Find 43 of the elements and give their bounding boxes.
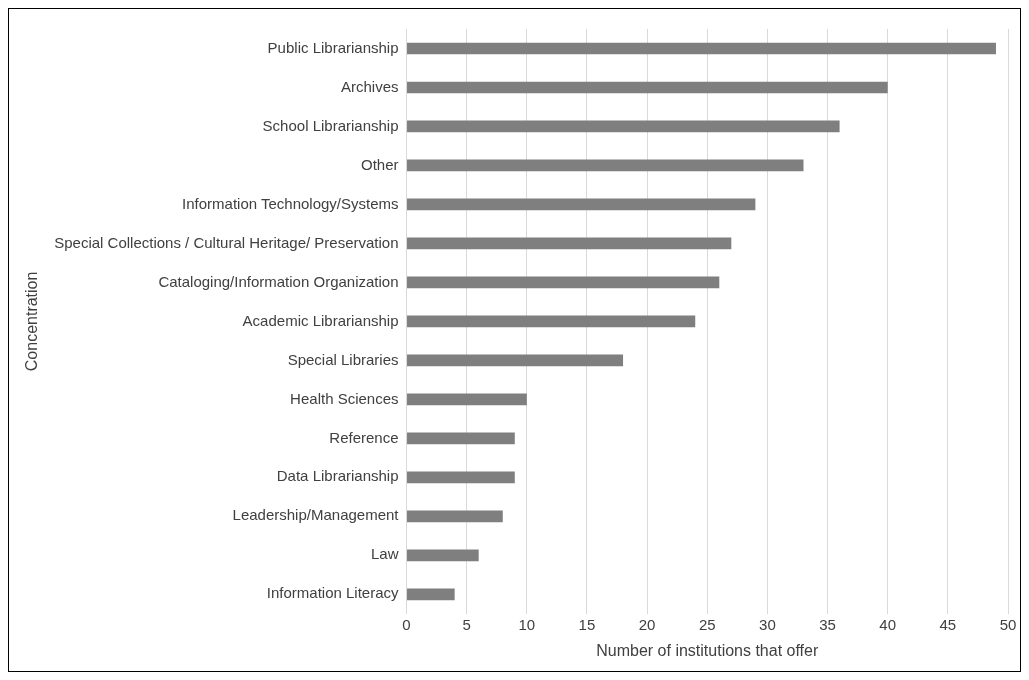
y-tick-label: Special Libraries (287, 350, 399, 368)
bar (407, 315, 696, 328)
y-tick-label: School Librarianship (262, 116, 399, 134)
bar (407, 42, 996, 55)
x-tick-label: 35 (819, 615, 836, 633)
y-tick-label: Data Librarianship (276, 467, 399, 485)
bar (407, 393, 527, 406)
y-tick-label: Information Technology/Systems (182, 194, 399, 212)
y-tick-label: Academic Librarianship (242, 311, 399, 329)
y-tick-label: Leadership/Management (232, 506, 400, 524)
x-tick-label: 15 (578, 615, 596, 633)
bar (407, 159, 804, 172)
bar (407, 198, 756, 211)
y-tick-label: Archives (340, 77, 399, 95)
y-tick-label: Cataloging/Information Organization (158, 272, 399, 290)
x-tick-label: 30 (759, 615, 776, 633)
bar (407, 81, 888, 94)
bar (407, 471, 515, 484)
bar (407, 549, 479, 562)
x-tick-label: 40 (879, 615, 897, 633)
bar (407, 237, 732, 250)
bar (407, 120, 840, 133)
y-tick-label: Special Collections / Cultural Heritage/ Preservation (54, 233, 399, 251)
y-tick-label: Other (361, 155, 399, 173)
x-tick-label: 10 (518, 615, 536, 633)
y-tick-label: Reference (329, 428, 399, 446)
x-tick-label: 50 (999, 615, 1017, 633)
y-tick-label: Information Literacy (266, 584, 400, 602)
x-tick-label: 25 (698, 615, 716, 633)
bar (407, 432, 515, 445)
y-tick-label: Law (370, 545, 399, 563)
y-tick-label: Health Sciences (290, 389, 399, 407)
bar (407, 354, 624, 367)
bar (407, 510, 503, 523)
x-tick-label: 0 (402, 615, 411, 633)
y-axis-title: Concentration (23, 271, 41, 372)
bar (407, 276, 720, 289)
x-axis-title: Number of institutions that offer (596, 641, 819, 659)
x-tick-label: 20 (638, 615, 656, 633)
bar (407, 588, 455, 601)
x-tick-label: 5 (462, 615, 471, 633)
y-tick-label: Public Librarianship (267, 38, 399, 56)
x-tick-label: 45 (939, 615, 957, 633)
